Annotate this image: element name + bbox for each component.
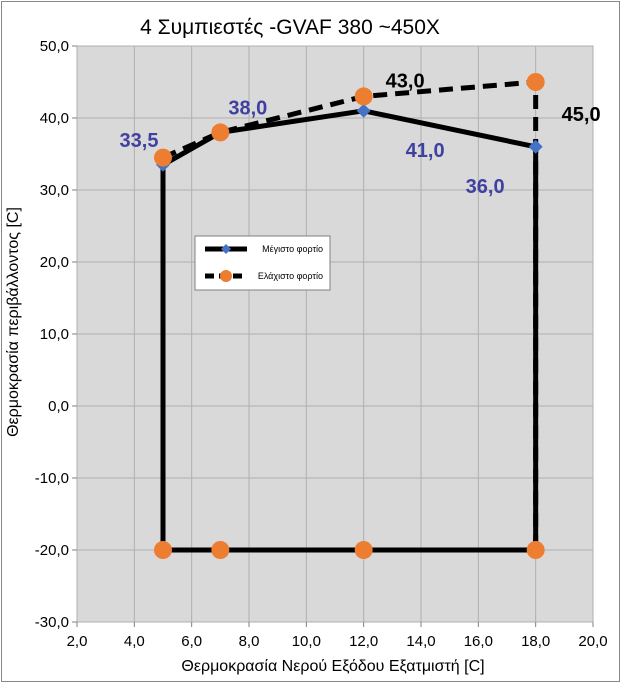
marker-diamond (528, 139, 543, 154)
x-tick-label: 4,0 (124, 633, 145, 650)
x-tick-label: 14,0 (406, 633, 435, 650)
x-tick-label: 12,0 (349, 633, 378, 650)
series-markers (154, 73, 545, 559)
x-axis-label: Θερμοκρασία Νερού Εξόδου Εξατμιστή [C] (181, 658, 484, 675)
legend: Μέγιστο φορτίο Ελάχιστο φορτίο (194, 235, 331, 291)
series-line-2 (160, 79, 539, 553)
y-axis-label: Θερμοκρασία περιβάλλοντος [C] (5, 207, 22, 437)
data-label: 45,0 (562, 104, 601, 126)
x-tick-label: 6,0 (181, 633, 202, 650)
legend-marker-circle (220, 270, 232, 282)
x-tick-label: 20,0 (578, 633, 607, 650)
x-tick-label: 16,0 (464, 633, 493, 650)
x-tick-label: 2,0 (67, 633, 88, 650)
x-tick-label: 10,0 (292, 633, 321, 650)
x-tick-label: 8,0 (239, 633, 260, 650)
y-axis-ticks: 50,0 40,0 30,0 20,0 10,0 0,0 -10,0 -20,0 -30,0 (35, 38, 77, 631)
legend-marker-diamond (221, 244, 231, 254)
legend-entry-2: Ελάχιστο φορτίο (258, 271, 323, 281)
y-tick-label: -30,0 (35, 614, 69, 631)
legend-box (194, 235, 331, 291)
y-tick-label: 10,0 (40, 326, 69, 343)
x-tick-label: 18,0 (521, 633, 550, 650)
x-axis-ticks: 2,0 4,0 6,0 8,0 10,0 12,0 14,0 16,0 18,0 20,0 (67, 622, 608, 650)
y-tick-label: 50,0 (40, 38, 69, 55)
legend-entry-1: Μέγιστο φορτίο (262, 244, 323, 254)
data-label: 33,5 (120, 130, 159, 152)
data-label: 43,0 (386, 70, 425, 92)
chart-title: 4 Συμπιεστές -GVAF 380 ~450X (140, 16, 440, 39)
y-tick-label: -20,0 (35, 542, 69, 559)
marker-circle (526, 541, 545, 559)
marker-circle (354, 87, 373, 106)
marker-circle (526, 73, 545, 91)
marker-circle (154, 148, 172, 167)
marker-circle (354, 541, 373, 559)
data-label: 41,0 (406, 140, 445, 162)
y-tick-label: -10,0 (35, 470, 69, 487)
marker-diamond (356, 103, 371, 118)
y-tick-label: 0,0 (48, 398, 69, 415)
marker-circle (211, 123, 230, 142)
data-label: 36,0 (466, 176, 505, 198)
y-tick-label: 20,0 (40, 254, 69, 271)
y-tick-label: 40,0 (40, 110, 69, 127)
marker-circle (154, 541, 172, 559)
data-label: 38,0 (228, 97, 267, 119)
marker-circle (211, 541, 230, 559)
y-tick-label: 30,0 (40, 182, 69, 199)
data-labels: 33,5 38,0 41,0 36,0 43,0 45,0 (120, 70, 601, 197)
